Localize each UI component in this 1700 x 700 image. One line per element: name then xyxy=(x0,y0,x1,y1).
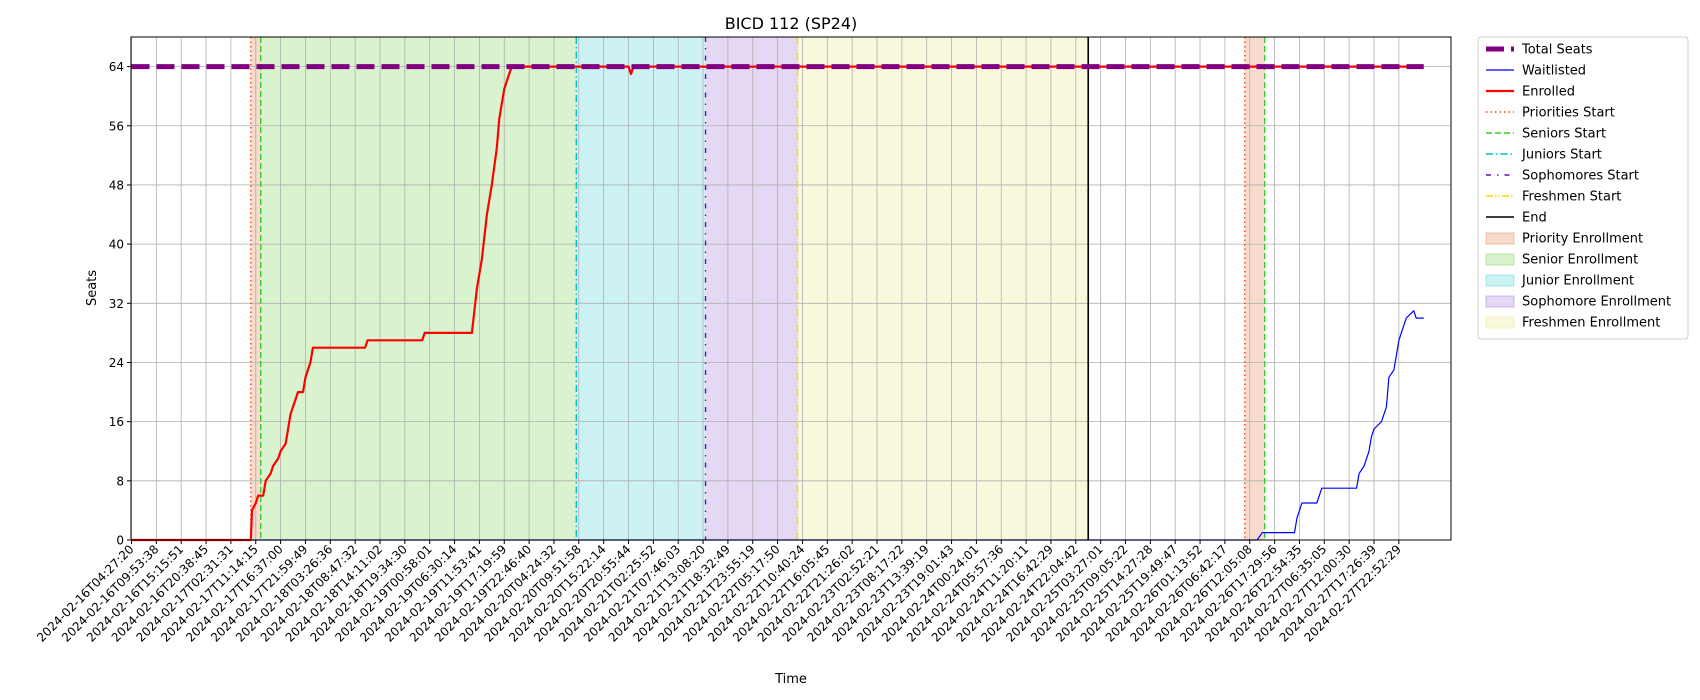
legend-label: Sophomores Start xyxy=(1522,169,1639,184)
span-freshmen-enrollment xyxy=(797,37,1089,540)
phase-start-lines xyxy=(250,37,1266,540)
legend-swatch xyxy=(1485,316,1515,329)
x-axis-label: Time xyxy=(774,672,807,687)
legend-label: Freshmen Start xyxy=(1522,190,1621,205)
legend-label: Waitlisted xyxy=(1522,64,1586,79)
y-tick-label: 32 xyxy=(109,297,124,311)
grid-lines xyxy=(131,37,1451,541)
y-axis-label: Seats xyxy=(85,270,100,306)
legend-label: Enrolled xyxy=(1522,85,1575,100)
legend-label: Juniors Start xyxy=(1521,148,1602,163)
legend: Total Seats Waitlisted Enrolled Priorities … xyxy=(1477,36,1689,340)
y-tick-label: 0 xyxy=(116,534,124,548)
y-axis-ticks: 0 8 16 24 32 40 48 56 64 xyxy=(109,60,131,548)
y-tick-label: 56 xyxy=(109,119,124,133)
legend-label: Total Seats xyxy=(1521,43,1593,58)
legend-swatch xyxy=(1485,232,1515,245)
enrollment-spans xyxy=(250,37,1265,540)
span-junior-enrollment xyxy=(576,37,706,540)
chart-title: BICD 112 (SP24) xyxy=(725,14,858,33)
legend-box xyxy=(1477,36,1689,340)
series-waitlisted xyxy=(131,310,1424,541)
y-tick-label: 16 xyxy=(109,415,124,429)
y-tick-label: 8 xyxy=(116,474,124,488)
legend-swatch xyxy=(1485,295,1515,308)
legend-label: Sophomore Enrollment xyxy=(1522,295,1671,310)
legend-swatch xyxy=(1485,253,1515,266)
legend-swatch xyxy=(1485,274,1515,287)
legend-label: Freshmen Enrollment xyxy=(1522,316,1660,331)
y-tick-label: 48 xyxy=(109,178,124,192)
legend-label: End xyxy=(1522,211,1547,226)
legend-label: Seniors Start xyxy=(1522,127,1606,142)
legend-label: Priority Enrollment xyxy=(1522,232,1643,247)
legend-label: Senior Enrollment xyxy=(1522,253,1638,268)
x-axis-ticks: 2024-02-16T04:27:202024-02-16T09:53:3820… xyxy=(34,540,1404,645)
y-tick-label: 64 xyxy=(109,60,124,74)
y-tick-label: 24 xyxy=(109,356,124,370)
legend-label: Junior Enrollment xyxy=(1521,274,1634,289)
data-series xyxy=(131,64,1424,542)
span-priority-enrollment xyxy=(1244,37,1265,540)
span-sophomore-enrollment xyxy=(705,37,798,540)
plot-frame xyxy=(130,36,1452,541)
span-senior-enrollment xyxy=(260,37,577,540)
y-tick-label: 40 xyxy=(109,238,124,252)
legend-label: Priorities Start xyxy=(1522,106,1615,121)
series-enrolled xyxy=(131,65,1424,542)
